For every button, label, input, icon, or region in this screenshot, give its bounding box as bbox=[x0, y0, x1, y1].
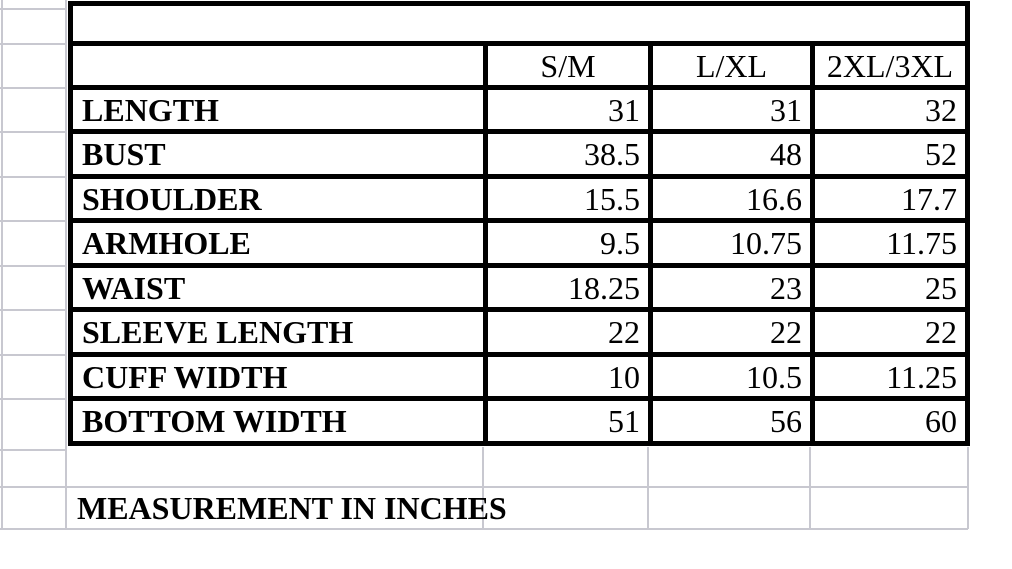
size-value[interactable]: 10.75 bbox=[653, 223, 810, 263]
gridline bbox=[0, 354, 66, 356]
size-value[interactable]: 60 bbox=[815, 401, 965, 441]
column-header-lxl[interactable]: L/XL bbox=[653, 46, 810, 85]
size-value[interactable]: 18.25 bbox=[488, 268, 648, 307]
size-value[interactable]: 22 bbox=[488, 312, 648, 352]
table-row-waist: WAIST 18.25 23 25 bbox=[73, 268, 965, 307]
gridline bbox=[0, 87, 66, 89]
row-label[interactable]: WAIST bbox=[73, 268, 483, 307]
size-value[interactable]: 16.6 bbox=[653, 179, 810, 218]
size-value[interactable]: 52 bbox=[815, 134, 965, 174]
header-empty-cell[interactable] bbox=[73, 46, 483, 85]
row-label[interactable]: LENGTH bbox=[73, 90, 483, 129]
row-label[interactable]: BUST bbox=[73, 134, 483, 174]
size-value[interactable]: 31 bbox=[488, 90, 648, 129]
table-row-cuff-width: CUFF WIDTH 10 10.5 11.25 bbox=[73, 357, 965, 396]
gridline bbox=[0, 8, 66, 10]
table-row-bust: BUST 38.5 48 52 bbox=[73, 134, 965, 174]
table-row-shoulder: SHOULDER 15.5 16.6 17.7 bbox=[73, 179, 965, 218]
size-value[interactable]: 17.7 bbox=[815, 179, 965, 218]
size-value[interactable]: 22 bbox=[653, 312, 810, 352]
size-value[interactable]: 23 bbox=[653, 268, 810, 307]
gridline bbox=[0, 486, 968, 488]
gridline bbox=[0, 528, 968, 530]
gridline bbox=[0, 43, 66, 45]
gridline bbox=[0, 309, 66, 311]
table-row-bottom-width: BOTTOM WIDTH 51 56 60 bbox=[73, 401, 965, 441]
gridline bbox=[967, 447, 969, 529]
row-label[interactable]: CUFF WIDTH bbox=[73, 357, 483, 396]
size-value[interactable]: 31 bbox=[653, 90, 810, 129]
size-value[interactable]: 15.5 bbox=[488, 179, 648, 218]
size-value[interactable]: 22 bbox=[815, 312, 965, 352]
table-row-length: LENGTH 31 31 32 bbox=[73, 90, 965, 129]
gridline bbox=[0, 398, 66, 400]
size-value[interactable]: 48 bbox=[653, 134, 810, 174]
column-header-2xl3xl[interactable]: 2XL/3XL bbox=[815, 46, 965, 85]
gridline bbox=[647, 447, 649, 529]
gridline bbox=[0, 265, 66, 267]
row-label[interactable]: ARMHOLE bbox=[73, 223, 483, 263]
gridline bbox=[0, 449, 66, 451]
gridline bbox=[809, 447, 811, 529]
size-value[interactable]: 9.5 bbox=[488, 223, 648, 263]
gridline bbox=[65, 0, 67, 529]
size-value[interactable]: 32 bbox=[815, 90, 965, 129]
gridline bbox=[0, 176, 66, 178]
size-value[interactable]: 11.25 bbox=[815, 357, 965, 396]
size-value[interactable]: 51 bbox=[488, 401, 648, 441]
size-value[interactable]: 56 bbox=[653, 401, 810, 441]
gridline bbox=[482, 447, 484, 529]
gridline bbox=[0, 131, 66, 133]
size-value[interactable]: 10.5 bbox=[653, 357, 810, 396]
size-value[interactable]: 25 bbox=[815, 268, 965, 307]
size-value[interactable]: 11.75 bbox=[815, 223, 965, 263]
row-label[interactable]: SLEEVE LENGTH bbox=[73, 312, 483, 352]
measurement-units-note[interactable]: MEASUREMENT IN INCHES bbox=[77, 490, 507, 526]
gridline bbox=[0, 220, 66, 222]
size-value[interactable]: 10 bbox=[488, 357, 648, 396]
empty-cell[interactable] bbox=[73, 6, 965, 41]
size-value[interactable]: 38.5 bbox=[488, 134, 648, 174]
size-chart-table: S/M L/XL 2XL/3XL LENGTH 31 31 32 BUST 38… bbox=[68, 1, 970, 446]
table-row-blank bbox=[73, 6, 965, 41]
table-row-sleeve-length: SLEEVE LENGTH 22 22 22 bbox=[73, 312, 965, 352]
table-row-armhole: ARMHOLE 9.5 10.75 11.75 bbox=[73, 223, 965, 263]
row-label[interactable]: BOTTOM WIDTH bbox=[73, 401, 483, 441]
gridline bbox=[1, 0, 3, 529]
row-label[interactable]: SHOULDER bbox=[73, 179, 483, 218]
column-header-sm[interactable]: S/M bbox=[488, 46, 648, 85]
table-header-row: S/M L/XL 2XL/3XL bbox=[73, 46, 965, 85]
